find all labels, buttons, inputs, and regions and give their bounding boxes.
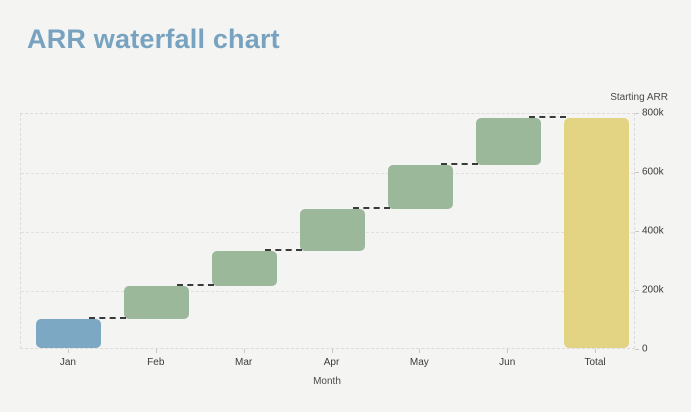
- chart-title: ARR waterfall chart: [27, 24, 280, 54]
- connector-apr-may: [353, 207, 390, 210]
- x-tick-mark-jun: [507, 349, 509, 353]
- connector-mar-apr: [265, 248, 302, 251]
- plot-area: [20, 113, 635, 349]
- x-tick-mark-mar: [243, 349, 245, 353]
- connector-may-jun: [440, 163, 478, 166]
- x-axis-title: Month: [313, 376, 341, 387]
- connector-jun-total: [528, 115, 566, 118]
- bar-jan[interactable]: [36, 318, 102, 348]
- x-tick-label-total: Total: [584, 357, 606, 368]
- y-tick-label-0: 0: [642, 343, 648, 355]
- grid-line-200k: [21, 291, 634, 292]
- x-tick-mark-feb: [155, 349, 157, 353]
- y-tick-mark-0: [635, 349, 639, 350]
- x-tick-label-jan: Jan: [59, 357, 76, 368]
- y-tick-label-400k: 400k: [642, 225, 664, 237]
- x-tick-mark-jan: [67, 349, 69, 353]
- bar-apr[interactable]: [300, 209, 365, 251]
- y-tick-label-800k: 800k: [642, 107, 664, 119]
- bar-may[interactable]: [387, 165, 453, 210]
- connector-jan-feb: [89, 316, 127, 319]
- y-tick-mark-200k: [635, 290, 639, 291]
- bar-mar[interactable]: [212, 250, 278, 287]
- bar-total[interactable]: [563, 117, 629, 348]
- y-tick-mark-400k: [635, 231, 639, 232]
- y-tick-mark-800k: [635, 113, 639, 114]
- y-axis-title: Starting ARR: [610, 92, 668, 103]
- y-tick-label-200k: 200k: [642, 284, 664, 296]
- grid-line-600k: [21, 173, 634, 174]
- y-tick-mark-600k: [635, 172, 639, 173]
- x-tick-label-jun: Jun: [499, 357, 516, 368]
- x-tick-label-may: May: [409, 357, 429, 368]
- bar-jun[interactable]: [475, 117, 541, 166]
- connector-feb-mar: [177, 284, 215, 287]
- x-tick-mark-apr: [331, 349, 333, 353]
- x-tick-mark-may: [419, 349, 421, 353]
- y-tick-label-600k: 600k: [642, 166, 664, 178]
- x-tick-label-apr: Apr: [323, 357, 340, 368]
- x-tick-mark-total: [595, 349, 597, 353]
- x-tick-label-feb: Feb: [147, 357, 165, 368]
- bar-feb[interactable]: [124, 286, 190, 319]
- x-tick-label-mar: Mar: [235, 357, 253, 368]
